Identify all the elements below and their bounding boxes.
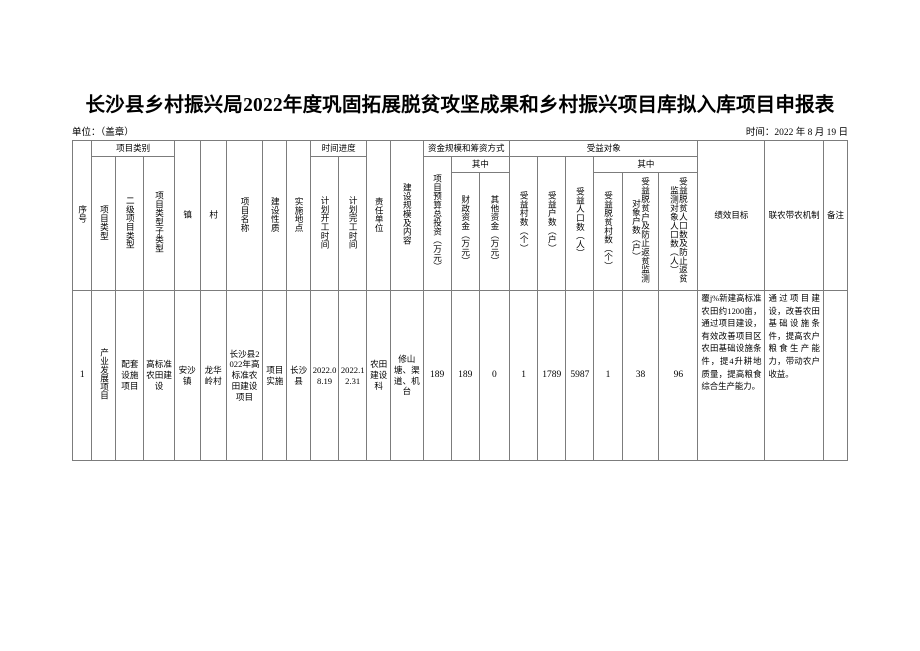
th-remark: 备注 bbox=[822, 140, 849, 291]
th-poor-household: 受益脱贫户及防止返贫监测对象户数（户） bbox=[621, 172, 660, 291]
header-group-row-1: 序号 项目类别 镇 村 项目名称 建设性质 实施地点 时间进度 bbox=[71, 140, 849, 291]
header-group-row-2: 项目类型 二级项目类型 项目类型子类型 计划开工时间 计划完工时间 项目预算总投… bbox=[73, 156, 848, 291]
th-household-count: 受益户数（户） bbox=[537, 156, 567, 291]
th-group-beneficiary-among: 其中 bbox=[593, 156, 699, 173]
unit-label: 单位：（盖章） bbox=[72, 128, 134, 138]
th-other-fund: 其他资金（万元） bbox=[478, 172, 511, 291]
page-title: 长沙县乡村振兴局2022年度巩固拓展脱贫攻坚成果和乡村振兴项目库拟入库项目申报表 bbox=[85, 95, 835, 116]
cell-village-count: 1 bbox=[509, 290, 539, 461]
document-meta: 单位：（盖章） 时间：2022 年 8 月 19 日 bbox=[72, 124, 848, 138]
th-people-count: 受益人口数（人） bbox=[565, 156, 595, 291]
th-start-time: 计划开工时间 bbox=[309, 156, 340, 291]
th-seq: 序号 bbox=[71, 140, 93, 291]
cell-project-name: 长沙县2022年高标准农田建设项目 bbox=[225, 290, 264, 461]
cell-start-time: 2022.08.19 bbox=[309, 290, 340, 461]
cell-link-mechanism: 通过项目建设，改善农田基础设施条件，提高农户粮食生产能力，带动农户收益。 bbox=[764, 290, 824, 461]
cell-people-count: 5987 bbox=[565, 290, 595, 461]
th-link-mechanism: 联农带农机制 bbox=[764, 140, 824, 291]
th-village-count: 受益村数（个） bbox=[509, 156, 539, 291]
cell-end-time: 2022.12.31 bbox=[338, 290, 368, 461]
th-group-time-progress: 时间进度 bbox=[309, 140, 368, 157]
th-sub-type: 项目类型子类型 bbox=[143, 156, 175, 291]
cell-scale-content: 修山塘、渠道、机台 bbox=[390, 290, 424, 461]
cell-household-count: 1789 bbox=[537, 290, 567, 461]
cell-seq: 1 bbox=[71, 290, 93, 461]
cell-site: 长沙县 bbox=[286, 290, 311, 461]
th-poor-village: 受益脱贫村数（个） bbox=[593, 172, 623, 291]
cell-build-nature: 项目实施 bbox=[262, 290, 288, 461]
cell-remark bbox=[822, 290, 849, 461]
th-total-invest: 项目预算总投资（万元） bbox=[422, 156, 452, 291]
th-group-funding-among: 其中 bbox=[450, 156, 511, 173]
th-build-nature: 建设性质 bbox=[262, 140, 288, 291]
th-group-beneficiary: 受益对象 bbox=[509, 140, 699, 157]
cell-total-invest: 189 bbox=[422, 290, 452, 461]
cell-village: 龙华岭村 bbox=[199, 290, 227, 461]
cell-poor-household: 38 bbox=[621, 290, 660, 461]
th-end-time: 计划完工时间 bbox=[338, 156, 368, 291]
cell-poor-village: 1 bbox=[593, 290, 623, 461]
table-row: 1 产业发展项目 配套设施项目 高标准农田建设 安沙镇 龙华岭村 长沙县2022… bbox=[71, 290, 849, 461]
th-town: 镇 bbox=[173, 140, 201, 291]
th-scale-content: 建设规模及内容 bbox=[390, 140, 424, 291]
cell-resp-unit: 农田建设科 bbox=[366, 290, 392, 461]
th-secondary-type: 二级项目类型 bbox=[115, 156, 145, 291]
cell-sub-type: 高标准农田建设 bbox=[143, 290, 175, 461]
th-village: 村 bbox=[199, 140, 227, 291]
th-project-name: 项目名称 bbox=[225, 140, 264, 291]
header-group-row-3: 财政资金（万元） 其他资金（万元） 受益脱贫村数（个） 受益脱贫户及防止返贫监测… bbox=[73, 172, 848, 291]
cell-poor-people: 96 bbox=[658, 290, 699, 461]
th-resp-unit: 责任单位 bbox=[366, 140, 392, 291]
project-declaration-table: 序号 项目类别 镇 村 项目名称 建设性质 实施地点 时间进度 bbox=[71, 140, 849, 461]
cell-town: 安沙镇 bbox=[173, 290, 201, 461]
cell-secondary-type: 配套设施项目 bbox=[115, 290, 145, 461]
th-poor-people: 受益脱贫人口数及防止返贫监测对象人口数（人） bbox=[658, 172, 699, 291]
th-group-funding: 资金规模和筹资方式 bbox=[422, 140, 511, 157]
cell-fiscal-fund: 189 bbox=[450, 290, 480, 461]
cell-other-fund: 0 bbox=[478, 290, 511, 461]
th-site: 实施地点 bbox=[286, 140, 311, 291]
th-group-project-category: 项目类别 bbox=[91, 140, 175, 157]
th-fiscal-fund: 财政资金（万元） bbox=[450, 172, 480, 291]
cell-performance: 覆j%新建高标准农田约1200亩，通过项目建设，有效改善项目区农田基础设施条件，… bbox=[697, 290, 766, 461]
th-performance: 绩效目标 bbox=[697, 140, 766, 291]
date-label: 时间：2022 年 8 月 19 日 bbox=[745, 128, 848, 138]
th-project-type: 项目类型 bbox=[91, 156, 117, 291]
cell-project-type: 产业发展项目 bbox=[91, 290, 117, 461]
